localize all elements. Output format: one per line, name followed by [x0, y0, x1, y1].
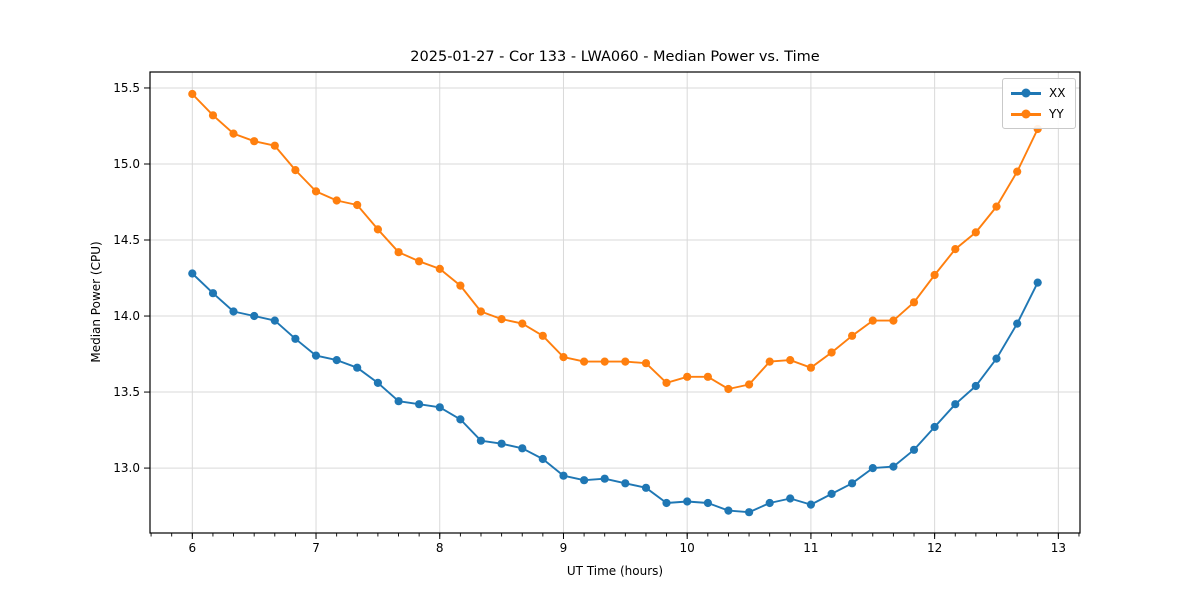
legend-label-yy: YY: [1049, 107, 1064, 121]
svg-text:7: 7: [312, 541, 320, 555]
svg-text:11: 11: [803, 541, 818, 555]
svg-text:13.5: 13.5: [113, 385, 140, 399]
svg-text:13: 13: [1051, 541, 1066, 555]
svg-text:15.5: 15.5: [113, 81, 140, 95]
legend: XX YY: [1002, 78, 1077, 129]
svg-text:13.0: 13.0: [113, 461, 140, 475]
legend-item-yy: YY: [1011, 104, 1065, 124]
svg-text:15.0: 15.0: [113, 157, 140, 171]
legend-marker-yy-icon: [1011, 109, 1041, 119]
svg-text:14.5: 14.5: [113, 233, 140, 247]
chart-title: 2025-01-27 - Cor 133 - LWA060 - Median P…: [410, 49, 820, 65]
legend-label-xx: XX: [1049, 86, 1066, 100]
legend-item-xx: XX: [1011, 83, 1065, 103]
svg-text:9: 9: [560, 541, 568, 555]
svg-text:8: 8: [436, 541, 444, 555]
legend-marker-xx-icon: [1011, 88, 1041, 98]
svg-text:6: 6: [188, 541, 196, 555]
svg-text:12: 12: [927, 541, 942, 555]
svg-text:10: 10: [680, 541, 695, 555]
svg-text:14.0: 14.0: [113, 309, 140, 323]
x-axis-label: UT Time (hours): [566, 564, 664, 578]
y-axis-label: Median Power (CPU): [89, 241, 103, 363]
